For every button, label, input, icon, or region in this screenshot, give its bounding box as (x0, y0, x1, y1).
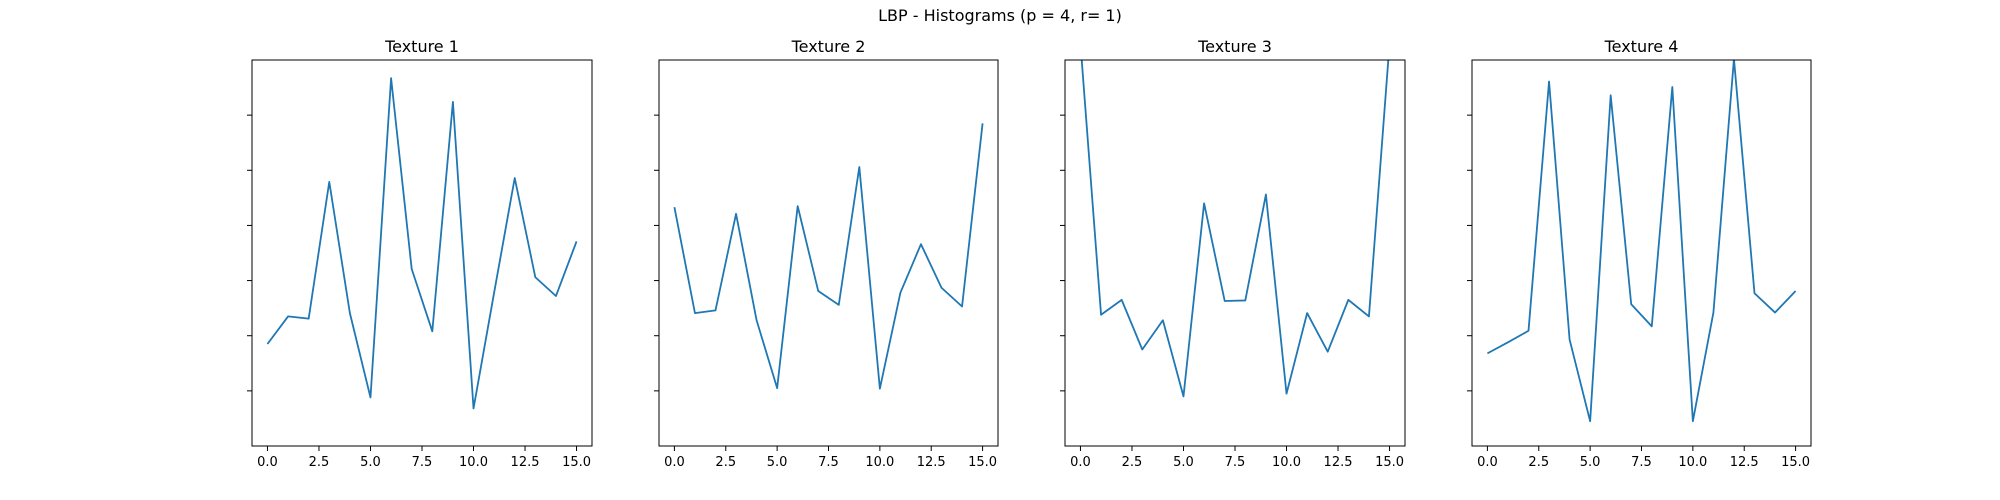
x-tick-label: 7.5 (412, 455, 433, 470)
x-tick-label: 5.0 (767, 455, 788, 470)
chart-panel-3: Texture 3 0.0 2.5 5.0 7.5 10.0 12.5 15.0 (1060, 37, 1406, 470)
chart-title: Texture 3 (1197, 37, 1272, 56)
x-tick-label: 12.5 (1324, 455, 1353, 470)
x-tick-label: 15.0 (1375, 455, 1404, 470)
series-line (673, 123, 984, 390)
chart-panel-2: Texture 2 0.0 2.5 5.0 7.5 10.0 12.5 15.0 (654, 37, 999, 470)
x-tick-label: 7.5 (818, 455, 839, 470)
x-tick-label: 12.5 (511, 455, 540, 470)
figure-title: LBP - Histograms (p = 4, r= 1) (878, 6, 1122, 25)
x-tick-label: 10.0 (865, 455, 894, 470)
axes-frame (658, 59, 999, 447)
x-tick-label: 5.0 (1580, 455, 1601, 470)
x-tick-label: 12.5 (1730, 455, 1759, 470)
axes-frame (1064, 59, 1406, 447)
series-line (1486, 60, 1797, 423)
x-tick-label: 5.0 (1173, 455, 1194, 470)
chart-panel-4: Texture 4 0.0 2.5 5.0 7.5 10.0 12.5 15.0 (1467, 37, 1812, 470)
x-tick-label: 15.0 (1781, 455, 1810, 470)
chart-title: Texture 1 (384, 37, 459, 56)
x-tick-label: 0.0 (1070, 455, 1091, 470)
x-tick-label: 15.0 (968, 455, 997, 470)
x-tick-label: 10.0 (459, 455, 488, 470)
series-line (1080, 60, 1390, 398)
x-tick-label: 2.5 (1122, 455, 1143, 470)
x-tick-label: 2.5 (715, 455, 736, 470)
series-line (266, 77, 578, 410)
x-tick-label: 2.5 (1528, 455, 1549, 470)
x-tick-label: 15.0 (562, 455, 591, 470)
chart-title: Texture 2 (791, 37, 866, 56)
chart-panel-1: Texture 1 0.0 2.5 5.0 7.5 10.0 12.5 15.0 (247, 37, 593, 470)
x-tick-label: 0.0 (1477, 455, 1498, 470)
x-tick-label: 0.0 (257, 455, 278, 470)
x-tick-label: 7.5 (1631, 455, 1652, 470)
x-tick-label: 12.5 (917, 455, 946, 470)
x-tick-label: 10.0 (1678, 455, 1707, 470)
x-tick-label: 2.5 (309, 455, 330, 470)
x-tick-label: 5.0 (360, 455, 381, 470)
chart-title: Texture 4 (1604, 37, 1679, 56)
x-tick-label: 0.0 (664, 455, 685, 470)
x-tick-label: 10.0 (1272, 455, 1301, 470)
axes-frame (1471, 59, 1812, 447)
axes-frame (251, 59, 593, 447)
x-tick-label: 7.5 (1225, 455, 1246, 470)
